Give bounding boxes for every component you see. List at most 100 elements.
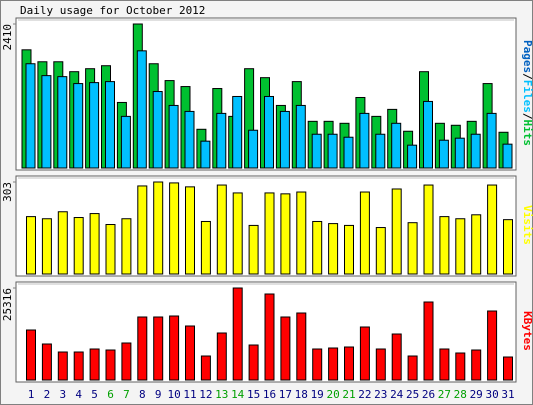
bar <box>503 356 513 381</box>
bar <box>296 191 307 275</box>
bar <box>486 112 497 169</box>
bar <box>312 348 323 381</box>
y-tick-label: 2410 <box>1 24 14 51</box>
bar <box>137 185 148 275</box>
bar <box>359 112 370 169</box>
bar <box>248 344 259 381</box>
bar <box>105 81 115 169</box>
bar <box>359 191 370 275</box>
bar <box>471 214 482 275</box>
x-tick-label: 12 <box>199 388 212 401</box>
x-tick-label: 24 <box>390 388 404 401</box>
bar <box>152 91 163 169</box>
bar <box>455 352 466 381</box>
bar <box>41 218 52 275</box>
bar <box>57 76 68 169</box>
x-tick-label: 22 <box>358 388 371 401</box>
bar <box>503 219 513 275</box>
bar <box>26 329 36 381</box>
bar <box>184 110 195 169</box>
bar <box>327 133 338 169</box>
legend-entry: Visits <box>521 205 533 245</box>
chart-title: Daily usage for October 2012 <box>20 4 205 17</box>
bar <box>169 315 180 381</box>
bar <box>312 220 323 275</box>
bar <box>407 355 418 381</box>
bar <box>407 144 418 169</box>
bar <box>470 133 481 169</box>
bar <box>455 218 466 275</box>
bar <box>73 351 84 381</box>
bar <box>344 346 354 381</box>
bar <box>248 224 259 275</box>
y-tick-label: 25316 <box>1 288 14 321</box>
x-tick-label: 18 <box>295 388 308 401</box>
x-tick-label: 25 <box>406 388 419 401</box>
bar <box>407 222 418 275</box>
x-tick-label: 3 <box>59 388 66 401</box>
bar <box>439 216 450 275</box>
x-tick-label: 26 <box>422 388 435 401</box>
bar <box>169 182 180 275</box>
legend-entry: KBytes <box>521 311 533 351</box>
legend: KBytes <box>521 311 533 351</box>
x-tick-label: 11 <box>183 388 196 401</box>
bar <box>296 312 307 381</box>
bar <box>216 332 227 381</box>
bar <box>311 133 322 169</box>
x-tick-label: 31 <box>501 388 514 401</box>
bar <box>89 348 100 381</box>
x-tick-label: 7 <box>123 388 130 401</box>
bar <box>185 325 195 381</box>
x-tick-label: 15 <box>247 388 260 401</box>
legend-entry: Files <box>521 80 533 113</box>
bar <box>73 217 84 275</box>
x-tick-label: 9 <box>155 388 162 401</box>
bar <box>153 181 164 275</box>
bar <box>57 351 68 381</box>
bar <box>264 293 275 381</box>
x-tick-label: 17 <box>279 388 292 401</box>
bar <box>248 129 259 169</box>
x-tick-label: 1 <box>28 388 35 401</box>
bar <box>375 348 386 381</box>
bar <box>264 192 275 275</box>
x-tick-label: 5 <box>91 388 98 401</box>
bar <box>185 186 195 275</box>
legend-separator: / <box>521 73 533 80</box>
bar <box>487 310 498 381</box>
x-tick-label: 4 <box>75 388 82 401</box>
x-tick-label: 6 <box>107 388 114 401</box>
bar <box>391 333 402 381</box>
bar <box>57 211 68 275</box>
legend-separator: / <box>521 113 533 120</box>
bar <box>200 140 211 169</box>
bar <box>121 218 132 275</box>
legend-entry: Pages <box>521 40 533 73</box>
bar <box>168 104 179 169</box>
bar <box>89 82 100 169</box>
bar <box>120 115 131 169</box>
bar <box>438 139 449 169</box>
bar <box>280 193 291 275</box>
bar <box>264 95 274 169</box>
bar <box>423 301 434 381</box>
x-tick-label: 19 <box>311 388 324 401</box>
x-tick-label: 28 <box>454 388 467 401</box>
x-tick-label: 13 <box>215 388 228 401</box>
bar <box>89 213 100 275</box>
bar <box>73 83 84 169</box>
bar <box>105 349 116 381</box>
x-tick-label: 21 <box>342 388 355 401</box>
y-tick-label: 303 <box>1 182 14 202</box>
bar <box>41 75 52 169</box>
x-tick-label: 20 <box>326 388 339 401</box>
bar <box>454 137 465 169</box>
bar <box>375 227 386 275</box>
bar <box>391 122 402 169</box>
bar <box>25 63 36 169</box>
bar <box>26 216 36 275</box>
bar <box>200 355 211 381</box>
x-tick-label: 8 <box>139 388 146 401</box>
x-tick-label: 2 <box>44 388 51 401</box>
